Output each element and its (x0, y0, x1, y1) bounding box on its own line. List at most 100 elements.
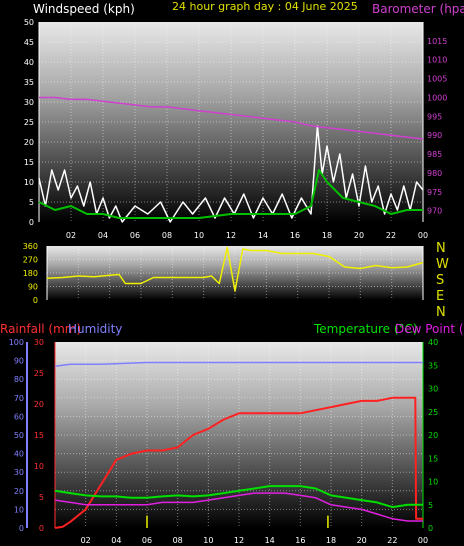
wind-tick-label: 30 (24, 98, 34, 107)
wind-x-tick-label: 02 (66, 231, 76, 240)
windspeed-line (38, 125, 424, 223)
wind-average-line (38, 169, 423, 219)
humidity-tick-label: 30 (14, 468, 24, 477)
wind-x-tick-label: 10 (194, 231, 204, 240)
wind-x-tick-label: 04 (98, 231, 108, 240)
humidity-tick-label: 40 (14, 450, 24, 459)
wind-tick-label: 0 (29, 218, 34, 227)
rain-tick-label: 25 (34, 369, 44, 378)
wind-x-tick-label: 06 (130, 231, 140, 240)
humidity-label: Humidity (68, 322, 122, 336)
temp-tick-label: 0 (428, 524, 433, 533)
rainfall-label: Rainfall (mm) (0, 322, 81, 336)
baro-tick-label: 975 (427, 188, 442, 197)
baro-tick-label: 1000 (427, 94, 447, 103)
dir-s: S (436, 273, 444, 288)
temp-x-tick-label: 10 (203, 536, 213, 545)
temp-x-tick-label: 00 (418, 536, 428, 545)
baro-tick-label: 970 (427, 207, 442, 216)
temp-humidity-rain-graph: 0102030405060708090100051015202530051015… (9, 338, 438, 545)
baro-tick-label: 980 (427, 169, 442, 178)
temp-x-tick-label: 22 (387, 536, 397, 545)
wind-x-tick-label: 00 (418, 231, 428, 240)
humidity-tick-label: 50 (14, 431, 24, 440)
humidity-line (54, 361, 423, 367)
dir-tick-label: 180 (23, 269, 38, 278)
barometer-line (39, 96, 424, 140)
wind-x-tick-label: 12 (226, 231, 236, 240)
temperature-line (54, 485, 423, 509)
temp-x-tick-label: 02 (81, 536, 91, 545)
temp-x-tick-label: 06 (142, 536, 152, 545)
temp-tick-label: 10 (428, 478, 438, 487)
wind-tick-label: 15 (24, 158, 34, 167)
humidity-tick-label: 90 (14, 357, 24, 366)
humidity-tick-label: 60 (14, 412, 24, 421)
humidity-tick-label: 70 (14, 394, 24, 403)
temp-x-tick-label: 12 (234, 536, 244, 545)
wind-plot-area (39, 22, 423, 222)
barometer-label: Barometer (hpa (372, 2, 464, 16)
rain-tick-label: 15 (34, 431, 44, 440)
wind-x-tick-label: 18 (322, 231, 332, 240)
wind-tick-label: 25 (24, 118, 34, 127)
dir-tick-label: 90 (28, 283, 38, 292)
baro-tick-label: 990 (427, 131, 442, 140)
temp-tick-label: 5 (428, 501, 433, 510)
dir-n-bottom: N (436, 305, 446, 320)
rain-tick-label: 30 (34, 338, 44, 347)
chart-title: 24 hour graph day : 04 June 2025 (172, 0, 358, 13)
wind-direction-line (46, 246, 424, 292)
dir-e: E (436, 289, 444, 304)
humidity-tick-label: 100 (9, 338, 24, 347)
rain-tick-label: 10 (34, 462, 44, 471)
temp-x-tick-label: 08 (173, 536, 183, 545)
wind-x-tick-label: 20 (354, 231, 364, 240)
temp-x-tick-label: 04 (111, 536, 121, 545)
rain-tick-label: 5 (39, 493, 44, 502)
baro-tick-label: 995 (427, 112, 442, 121)
wind-direction-graph: 0 90 180 270 360 (23, 242, 424, 305)
temp-x-tick-label: 14 (265, 536, 275, 545)
temperature-label: Temperature (°C) (313, 322, 418, 336)
baro-tick-label: 1010 (427, 56, 447, 65)
baro-tick-label: 1015 (427, 37, 447, 46)
baro-tick-label: 1005 (427, 75, 447, 84)
wind-tick-label: 5 (29, 198, 34, 207)
wind-tick-label: 35 (24, 78, 34, 87)
wind-tick-label: 45 (24, 38, 34, 47)
dewpoint-label: Dew Point (°C) (395, 322, 464, 336)
wind-x-tick-label: 22 (386, 231, 396, 240)
temp-tick-label: 20 (428, 431, 438, 440)
humidity-tick-label: 80 (14, 375, 24, 384)
rainfall-line (54, 396, 423, 529)
temp-x-tick-label: 16 (295, 536, 305, 545)
wind-tick-label: 20 (24, 138, 34, 147)
wind-tick-label: 50 (24, 18, 34, 27)
wind-x-tick-label: 14 (258, 231, 268, 240)
dir-w: W (436, 257, 449, 272)
windspeed-label: Windspeed (kph) (33, 2, 135, 16)
rain-tick-label: 0 (39, 524, 44, 533)
dir-n-top: N (436, 241, 446, 256)
dewpoint-line (54, 492, 423, 522)
humidity-tick-label: 10 (14, 505, 24, 514)
temp-x-tick-label: 20 (357, 536, 367, 545)
wind-tick-label: 10 (24, 178, 34, 187)
dir-tick-label: 270 (23, 256, 38, 265)
rain-tick-label: 20 (34, 400, 44, 409)
temp-tick-label: 15 (428, 454, 438, 463)
wind-x-tick-label: 08 (162, 231, 172, 240)
humidity-tick-label: 20 (14, 487, 24, 496)
temp-tick-label: 30 (428, 385, 438, 394)
dir-tick-label: 0 (33, 296, 38, 305)
wind-barometer-graph: 0510152025303540455097097598098599099510… (24, 18, 448, 240)
temp-tick-label: 40 (428, 338, 438, 347)
wind-tick-label: 40 (24, 58, 34, 67)
wind-x-tick-label: 16 (290, 231, 300, 240)
temp-tick-label: 25 (428, 408, 438, 417)
humidity-tick-label: 0 (19, 524, 24, 533)
dir-tick-label: 360 (23, 242, 38, 251)
temp-x-tick-label: 18 (326, 536, 336, 545)
